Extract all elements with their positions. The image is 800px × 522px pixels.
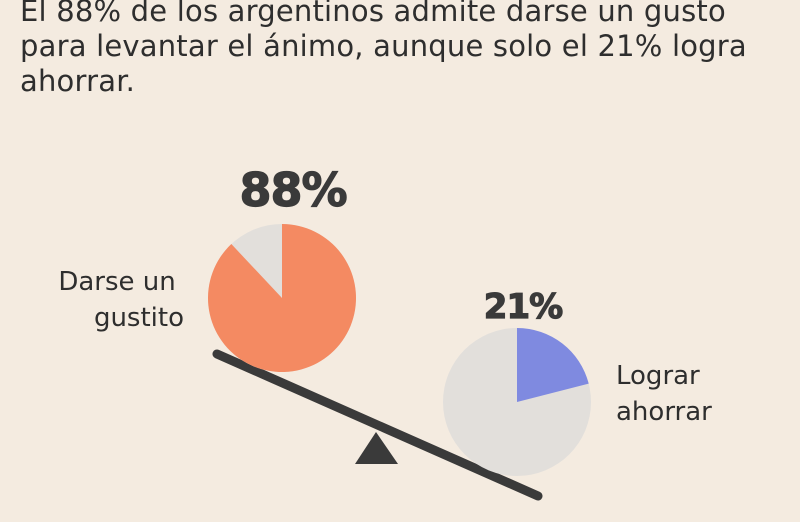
pie-gustito <box>208 224 357 372</box>
pie-ahorrar <box>443 328 591 476</box>
pie-gustito-slice <box>208 224 357 372</box>
pie-gustito-label: Darse un gustito <box>58 267 184 333</box>
pie-ahorrar-value-label: 21% <box>484 287 562 327</box>
pie-gustito-value-label: 88% <box>239 163 346 217</box>
pie-gustito-label-line-1: Darse un <box>58 267 175 297</box>
headline: El 88% de los argentinos admite darse un… <box>20 0 747 98</box>
pie-ahorrar-label-line-2: ahorrar <box>616 397 712 427</box>
seesaw-plank <box>212 349 543 501</box>
pie-ahorrar-slice <box>517 328 589 402</box>
pie-ahorrar-label-line-1: Lograr <box>616 361 700 391</box>
pie-gustito-label-line-2: gustito <box>94 303 184 333</box>
fulcrum-triangle <box>355 432 398 464</box>
pie-ahorrar-label: Lograr ahorrar <box>616 361 712 427</box>
